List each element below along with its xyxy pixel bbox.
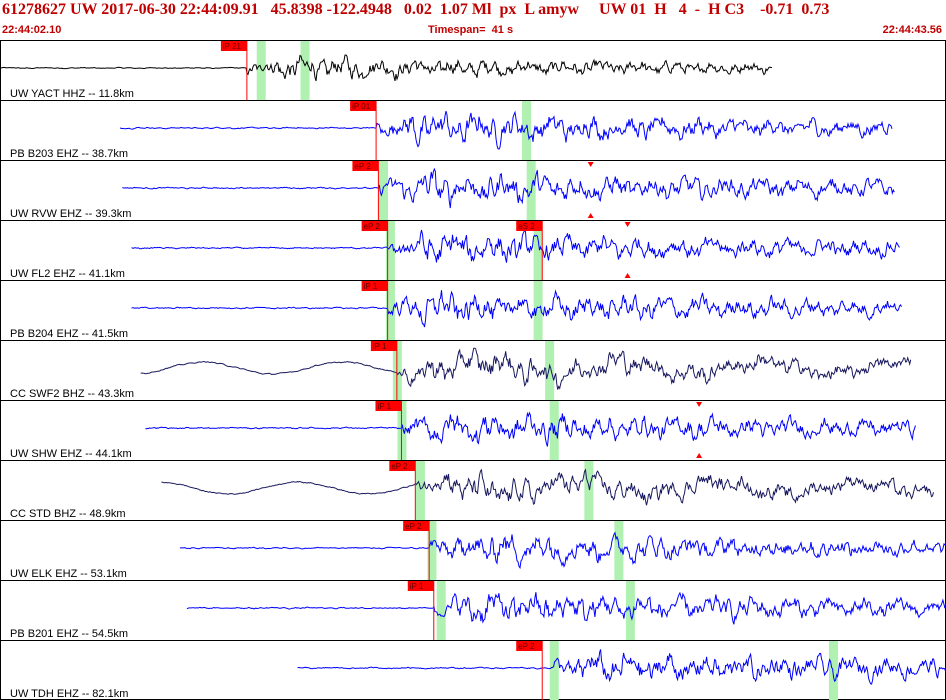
station-label: UW RVW EHZ -- 39.3km bbox=[10, 208, 131, 220]
pick-label: eP 2 bbox=[405, 522, 422, 531]
pick-label: iP 1 bbox=[410, 582, 424, 591]
waveform-trace bbox=[119, 110, 893, 150]
header: 61278627 UW 2017-06-30 22:44:09.91 45.83… bbox=[0, 0, 946, 40]
pick-label: iP 1 bbox=[373, 342, 387, 351]
waveform-trace bbox=[297, 649, 946, 685]
pick-label: iP 21 bbox=[223, 42, 242, 51]
analysis-window bbox=[436, 581, 446, 640]
waveform-trace bbox=[186, 591, 946, 625]
pick-flag bbox=[516, 641, 543, 651]
analysis-window bbox=[522, 101, 532, 160]
end-time: 22:44:43.56 bbox=[882, 24, 942, 36]
pick-label: eP 2 bbox=[354, 162, 371, 171]
analysis-window bbox=[545, 341, 555, 400]
pick-label: iP 1 bbox=[364, 282, 378, 291]
station-label: UW SHW EHZ -- 44.1km bbox=[10, 448, 132, 460]
amplitude-marker-bottom bbox=[587, 213, 594, 218]
analysis-window bbox=[533, 281, 543, 340]
pick-label: iP 1 bbox=[377, 402, 391, 411]
station-label: UW ELK EHZ -- 53.1km bbox=[10, 568, 127, 580]
station-label: UW YACT HHZ -- 11.8km bbox=[10, 88, 134, 100]
station-label: PB B203 EHZ -- 38.7km bbox=[10, 148, 128, 160]
analysis-window bbox=[427, 521, 437, 580]
pick-flag bbox=[220, 41, 247, 51]
waveform-trace bbox=[131, 289, 902, 328]
analysis-window bbox=[828, 641, 838, 700]
analysis-window bbox=[385, 281, 395, 340]
amplitude-marker-top bbox=[624, 222, 631, 227]
pick-label: iP 01 bbox=[352, 102, 371, 111]
analysis-window bbox=[549, 641, 559, 700]
waveform-trace bbox=[179, 531, 946, 570]
amplitude-marker-bottom bbox=[696, 453, 703, 458]
analysis-window bbox=[533, 221, 543, 280]
analysis-window bbox=[385, 221, 395, 280]
pick-label: eP 2 bbox=[364, 222, 381, 231]
pick-flag bbox=[407, 581, 434, 591]
station-label: UW TDH EHZ -- 82.1km bbox=[10, 688, 128, 700]
pick-flag bbox=[516, 221, 543, 231]
waveform-trace bbox=[131, 229, 900, 263]
pick-label: eP 2 bbox=[391, 462, 408, 471]
pick-flag bbox=[361, 281, 388, 291]
start-time: 22:44:02.10 bbox=[2, 24, 62, 36]
waveform-trace bbox=[140, 347, 912, 390]
timespan-label: Timespan= 41 s bbox=[428, 24, 514, 36]
pick-label: eP 2 bbox=[518, 642, 535, 651]
pick-flag bbox=[370, 341, 397, 351]
analysis-window bbox=[614, 521, 624, 580]
waveform-trace bbox=[0, 54, 773, 82]
analysis-window bbox=[300, 41, 310, 100]
station-label: CC STD BHZ -- 48.9km bbox=[10, 508, 126, 520]
pick-flag bbox=[361, 221, 388, 231]
event-title: 61278627 UW 2017-06-30 22:44:09.91 45.83… bbox=[2, 1, 830, 18]
station-label: UW FL2 EHZ -- 41.1km bbox=[10, 268, 125, 280]
waveform-trace bbox=[145, 411, 916, 447]
station-label: PB B201 EHZ -- 54.5km bbox=[10, 628, 128, 640]
analysis-window bbox=[584, 461, 594, 520]
pick-flag bbox=[375, 401, 402, 411]
amplitude-marker-bottom bbox=[624, 273, 631, 278]
analysis-window bbox=[256, 41, 266, 100]
amplitude-marker-top bbox=[587, 162, 594, 167]
amplitude-marker-top bbox=[696, 402, 703, 407]
pick-flag bbox=[403, 521, 430, 531]
pick-flag bbox=[389, 461, 416, 471]
pick-flag bbox=[352, 161, 379, 171]
analysis-window bbox=[379, 161, 389, 220]
waveform-trace bbox=[161, 468, 934, 506]
station-label: CC SWF2 BHZ -- 43.3km bbox=[10, 388, 134, 400]
pick-flag bbox=[350, 101, 377, 111]
waveform-trace bbox=[122, 167, 895, 209]
station-label: PB B204 EHZ -- 41.5km bbox=[10, 328, 128, 340]
pick-label: eS 2 bbox=[518, 222, 535, 231]
analysis-window bbox=[415, 461, 425, 520]
